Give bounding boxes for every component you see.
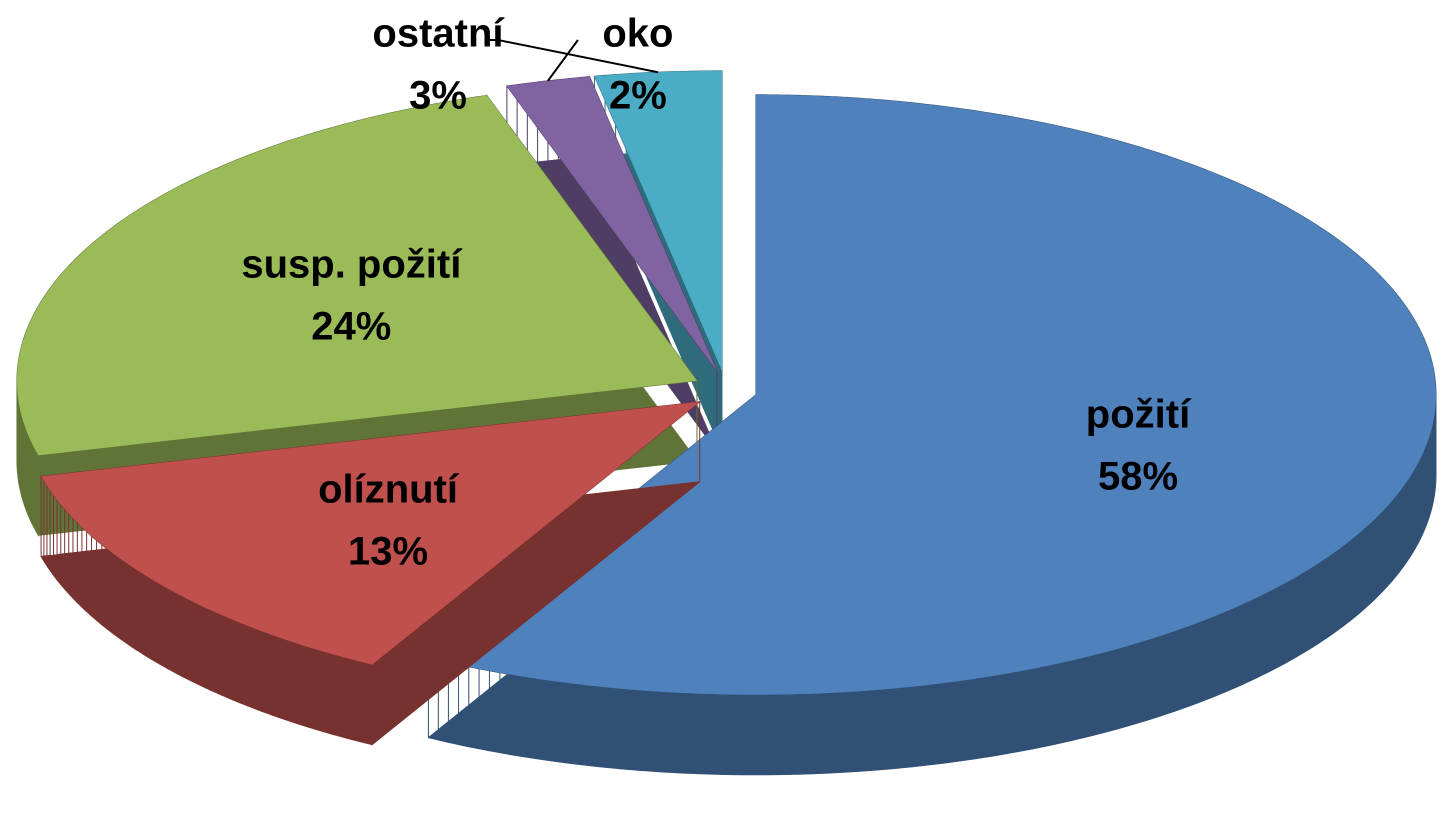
slice — [427, 94, 1437, 776]
category-label: ostatní — [372, 12, 505, 56]
leader-line — [489, 39, 659, 74]
value-label: 58% — [1098, 455, 1178, 499]
value-label: 13% — [348, 529, 428, 573]
slice — [594, 70, 722, 371]
value-label: 24% — [311, 305, 391, 349]
value-label: 3% — [409, 74, 467, 118]
category-label: olíznutí — [318, 467, 460, 511]
slice — [41, 401, 700, 665]
slice — [506, 76, 718, 372]
slice — [40, 400, 701, 746]
slice — [428, 94, 1436, 695]
slice — [16, 95, 697, 456]
category-label: oko — [602, 12, 673, 56]
leader-line — [547, 39, 579, 82]
category-label: požití — [1086, 393, 1192, 437]
value-label: 2% — [609, 74, 667, 118]
category-label: susp. požití — [241, 243, 463, 287]
